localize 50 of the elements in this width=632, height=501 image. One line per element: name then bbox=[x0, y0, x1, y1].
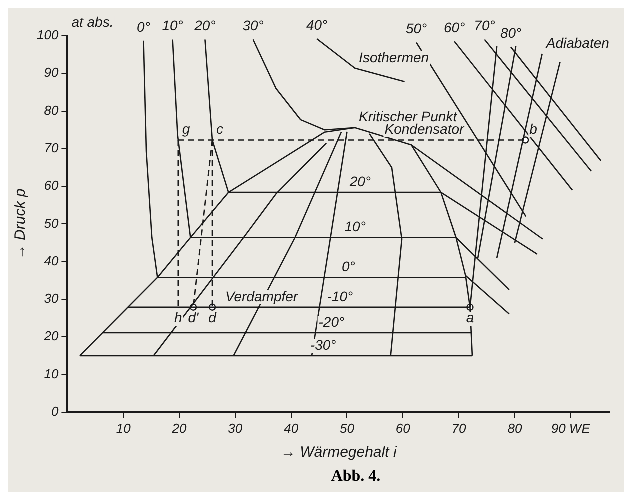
x-axis-title: → Wärmegehalt i bbox=[280, 444, 398, 462]
y-tick-label: 30 bbox=[44, 291, 60, 306]
annotation: h bbox=[174, 309, 182, 326]
text: at abs. bbox=[72, 14, 114, 30]
y-tick-label: 10 bbox=[44, 366, 60, 382]
series-label: 40° bbox=[306, 16, 328, 33]
x-tick-label: 70 bbox=[452, 420, 468, 436]
x-tick-label: 20 bbox=[171, 420, 188, 436]
series-label: 10° bbox=[344, 218, 366, 235]
x-tick-label: 40 bbox=[284, 420, 300, 436]
annotation: Adiabaten bbox=[545, 34, 610, 51]
x-tick-label: 80 bbox=[508, 420, 523, 436]
series-label: 20° bbox=[348, 173, 372, 190]
series-label: 30° bbox=[242, 18, 264, 34]
x-tick-label: 60 bbox=[396, 420, 412, 436]
y-tick-label: 50 bbox=[44, 216, 60, 231]
x-tick-label: 30 bbox=[228, 420, 244, 436]
annotation: Kondensator bbox=[384, 121, 466, 138]
annotation: b bbox=[530, 121, 538, 138]
caption: Abb. 4. bbox=[330, 467, 382, 487]
y-tick-label: 20 bbox=[43, 328, 60, 344]
x-tick-label: 90 WE bbox=[551, 420, 591, 436]
y-axis-title: → Druck p bbox=[12, 188, 30, 260]
y-tick-label: 90 bbox=[44, 65, 60, 80]
y-tick-label: 80 bbox=[44, 102, 60, 118]
series-label: 50° bbox=[406, 20, 428, 37]
series-label: 0° bbox=[342, 258, 356, 275]
series-label: -10° bbox=[327, 288, 354, 304]
annotation: g bbox=[182, 121, 190, 138]
annotation: d bbox=[208, 309, 218, 326]
annotation: Verdampfer bbox=[225, 288, 300, 304]
series-label: 10° bbox=[162, 18, 184, 34]
annotation: a bbox=[466, 309, 474, 326]
y-tick-label: 100 bbox=[36, 28, 60, 43]
x-tick-label: 10 bbox=[116, 420, 132, 436]
x-tick-label: 50 bbox=[340, 420, 356, 436]
series-label: 0° bbox=[137, 18, 151, 35]
y-tick-label: 70 bbox=[44, 140, 60, 156]
y-tick-label: 40 bbox=[44, 253, 60, 268]
series-label: 20° bbox=[194, 18, 216, 34]
series-label: -20° bbox=[318, 314, 345, 330]
annotation: c bbox=[216, 121, 224, 138]
series-label: -30° bbox=[310, 336, 337, 353]
series-label: 60° bbox=[444, 20, 466, 36]
y-tick-label: 60 bbox=[44, 178, 60, 194]
series-label: 80° bbox=[500, 25, 522, 42]
annotation: Isothermen bbox=[359, 49, 430, 66]
annotation: d' bbox=[188, 309, 200, 326]
series-label: 70° bbox=[474, 18, 496, 34]
y-tick-label: 0 bbox=[51, 404, 60, 420]
